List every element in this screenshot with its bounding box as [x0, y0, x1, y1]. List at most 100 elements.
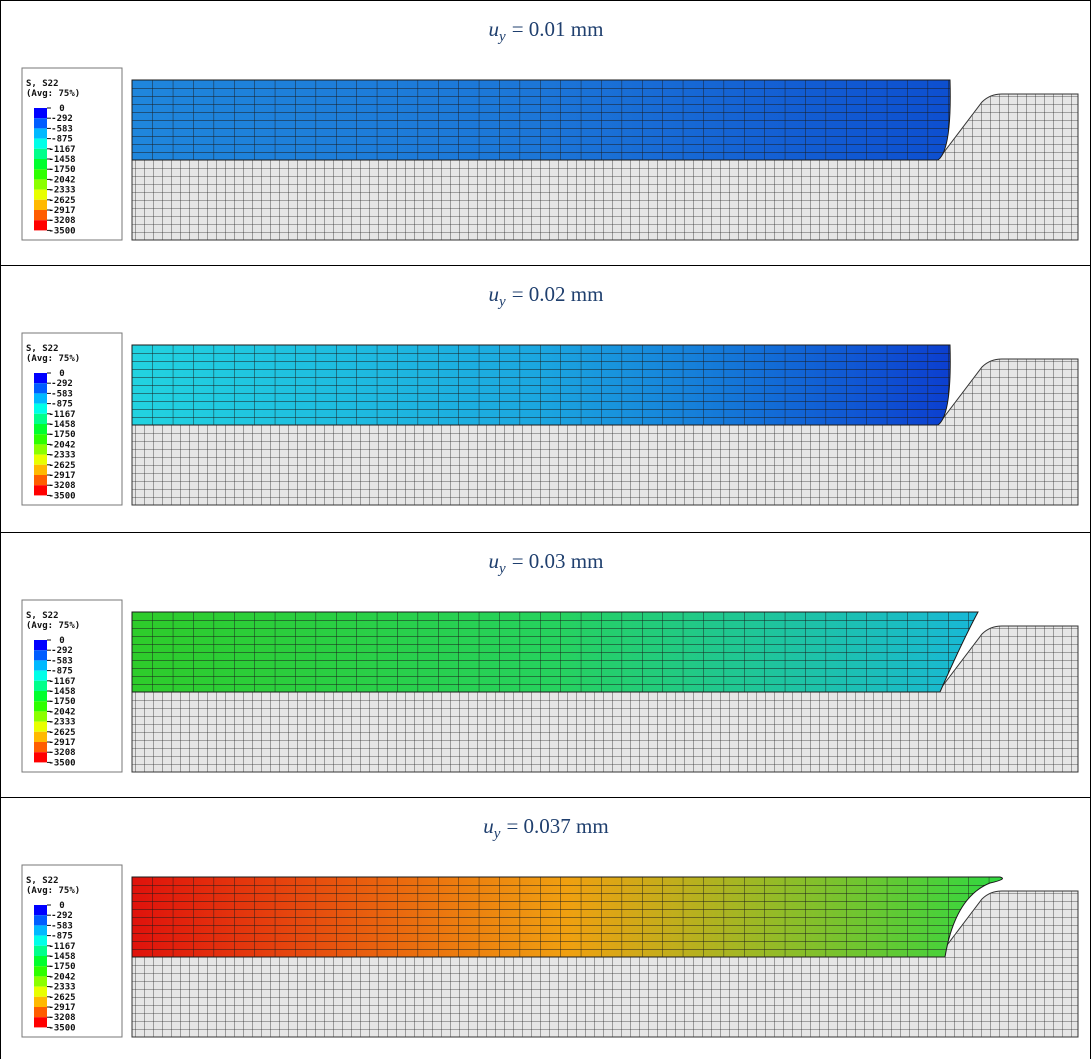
colorbar-block: [34, 434, 47, 444]
title-text: = 0.01 mm: [512, 17, 604, 41]
colorbar-block: [34, 210, 47, 220]
legend-label: -2625: [48, 196, 75, 206]
colorbar-block: [34, 465, 47, 475]
colorbar-block: [34, 732, 47, 742]
colorbar-block: [34, 190, 47, 200]
legend-subtitle: (Avg: 75%): [26, 89, 80, 99]
legend-label: -583: [51, 656, 73, 666]
legend-label: -292: [51, 379, 73, 389]
colorbar-block: [34, 149, 47, 159]
legend-label: -3208: [48, 1013, 75, 1023]
legend-label: -1750: [48, 165, 75, 175]
legend-label: -2042: [48, 972, 75, 982]
legend-label: -3500: [48, 1023, 75, 1033]
bar-mesh: [132, 80, 950, 160]
title-symbol: u: [489, 282, 500, 306]
title-text: = 0.02 mm: [512, 282, 604, 306]
legend-label: -1458: [48, 687, 75, 697]
colorbar-block: [34, 987, 47, 997]
legend-label: -1167: [48, 145, 75, 155]
title-subscript: y: [497, 29, 506, 45]
colorbar-block: [34, 660, 47, 670]
legend-title: S, S22: [26, 876, 59, 886]
title-subscript: y: [497, 561, 506, 577]
panel: uy= 0.03 mmS, S22(Avg: 75%)0-292-583-875…: [1, 533, 1091, 798]
colorbar-block: [34, 691, 47, 701]
colorbar-block: [34, 383, 47, 393]
colorbar-block: [34, 444, 47, 454]
legend-label: -3208: [48, 216, 75, 226]
legend-label: -1458: [48, 155, 75, 165]
legend-label: -1750: [48, 697, 75, 707]
colorbar-block: [34, 1017, 47, 1027]
title-text: = 0.03 mm: [512, 549, 604, 573]
title-symbol: u: [489, 17, 500, 41]
legend-label: -2333: [48, 186, 75, 196]
colorbar-block: [34, 752, 47, 762]
legend-label: -2625: [48, 461, 75, 471]
legend-label: -2333: [48, 718, 75, 728]
legend-label: -2333: [48, 451, 75, 461]
legend-subtitle: (Avg: 75%): [26, 354, 80, 364]
panel: uy= 0.037 mmS, S22(Avg: 75%)0-292-583-87…: [1, 798, 1091, 1059]
colorbar-block: [34, 936, 47, 946]
title-text: = 0.037 mm: [506, 814, 608, 838]
legend-label: -2917: [48, 1003, 75, 1013]
legend-label: -1167: [48, 410, 75, 420]
bar-mesh: [132, 612, 978, 692]
legend-label: -2042: [48, 707, 75, 717]
colorbar-block: [34, 373, 47, 383]
legend-label: -583: [51, 389, 73, 399]
colorbar-block: [34, 722, 47, 732]
legend-label: -1458: [48, 952, 75, 962]
colorbar-block: [34, 169, 47, 179]
legend-label: -1458: [48, 420, 75, 430]
colorbar-block: [34, 681, 47, 691]
legend-label: -2042: [48, 175, 75, 185]
legend-label: 0: [59, 369, 64, 379]
legend-label: -3208: [48, 748, 75, 758]
legend-label: -292: [51, 114, 73, 124]
colorbar-block: [34, 915, 47, 925]
title-subscript: y: [492, 826, 501, 842]
bar-mesh: [132, 877, 1002, 957]
legend-label: -2917: [48, 738, 75, 748]
colorbar-block: [34, 404, 47, 414]
colorbar-block: [34, 220, 47, 230]
legend-label: -292: [51, 646, 73, 656]
legend-label: -1167: [48, 677, 75, 687]
legend-label: -2333: [48, 983, 75, 993]
legend-label: 0: [59, 104, 64, 114]
colorbar-block: [34, 424, 47, 434]
legend-label: -292: [51, 911, 73, 921]
colorbar-block: [34, 976, 47, 986]
colorbar-block: [34, 1007, 47, 1017]
legend-label: -583: [51, 921, 73, 931]
legend-title: S, S22: [26, 611, 59, 621]
panel-title: uy= 0.02 mm: [489, 282, 604, 310]
panel-title: uy = 0.01 mm: [489, 17, 604, 45]
colorbar-block: [34, 393, 47, 403]
legend-subtitle: (Avg: 75%): [26, 886, 80, 896]
panel: uy= 0.01 mmS, S22(Avg: 75%)0-292-583-875…: [1, 1, 1091, 266]
legend-label: -3208: [48, 481, 75, 491]
bar-mesh: [132, 345, 950, 425]
title-symbol: u: [489, 549, 500, 573]
colorbar-block: [34, 139, 47, 149]
colorbar-block: [34, 966, 47, 976]
colorbar-block: [34, 925, 47, 935]
legend-label: -2625: [48, 728, 75, 738]
colorbar-block: [34, 475, 47, 485]
legend-label: -2625: [48, 993, 75, 1003]
colorbar-block: [34, 956, 47, 966]
colorbar-block: [34, 159, 47, 169]
legend-label: -2917: [48, 206, 75, 216]
legend-label: 0: [59, 901, 64, 911]
panel-title: uy = 0.03 mm: [489, 549, 604, 577]
colorbar-block: [34, 997, 47, 1007]
legend-label: -3500: [48, 491, 75, 501]
legend-label: -583: [51, 124, 73, 134]
colorbar-block: [34, 179, 47, 189]
colorbar-block: [34, 742, 47, 752]
legend-label: -1750: [48, 962, 75, 972]
